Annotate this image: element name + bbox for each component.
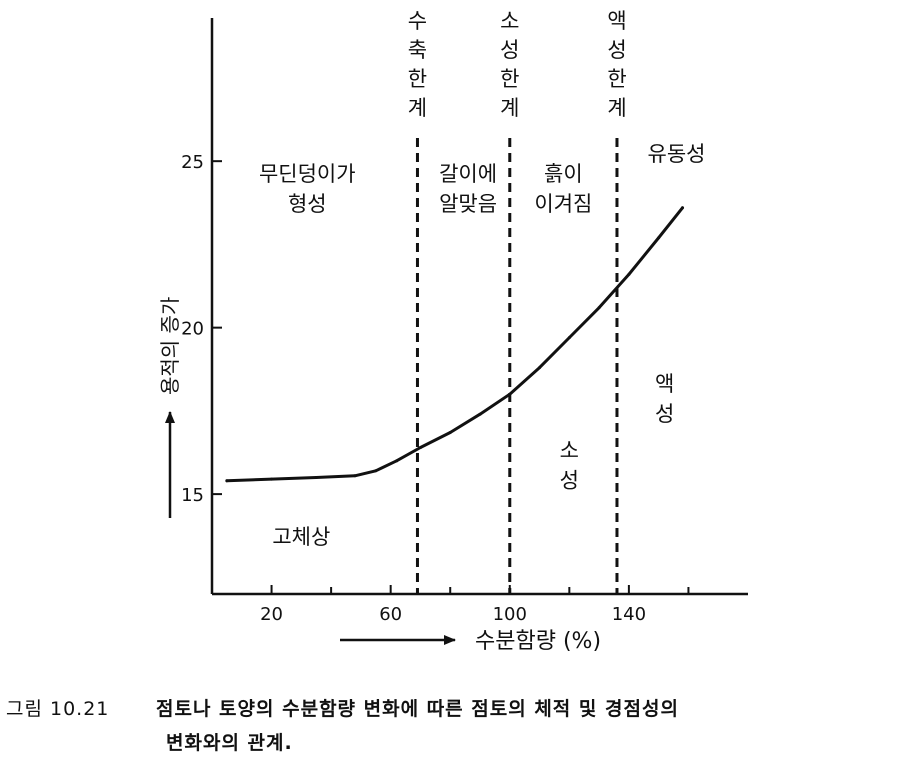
series-line bbox=[225, 206, 684, 483]
axes: 20 60 100 140 15 20 25 bbox=[181, 18, 748, 625]
data-point bbox=[657, 236, 661, 240]
data-point bbox=[418, 446, 422, 450]
series-layer bbox=[225, 206, 684, 483]
x-tick-label: 140 bbox=[612, 604, 646, 625]
x-tick-label: 20 bbox=[260, 604, 283, 625]
data-point bbox=[538, 366, 542, 370]
data-point bbox=[508, 392, 512, 396]
region-label: 유동성 bbox=[648, 142, 706, 166]
x-axis-title: 수분함량 (%) bbox=[475, 629, 601, 654]
region-label: 무딘덩이가 형성 bbox=[259, 162, 356, 216]
data-point bbox=[448, 431, 452, 435]
region-label: 고체상 bbox=[272, 525, 330, 549]
y-tick-label: 20 bbox=[181, 319, 204, 340]
data-point bbox=[567, 336, 571, 340]
y-tick-label: 25 bbox=[181, 152, 204, 173]
data-point bbox=[374, 469, 378, 473]
region-label: 갈이에 알맞음 bbox=[439, 162, 497, 216]
caption-line-2: 변화와의 관계. bbox=[166, 732, 293, 754]
x-tick-label: 100 bbox=[493, 604, 527, 625]
data-point bbox=[478, 412, 482, 416]
y-axis-title: 용적의 증가 bbox=[158, 297, 182, 395]
caption-text-1: 점토나 토양의 수분함량 변화에 따른 점토의 체적 및 경점성의 bbox=[156, 698, 679, 720]
data-point bbox=[314, 475, 318, 479]
data-point bbox=[270, 477, 274, 481]
data-point bbox=[395, 459, 399, 463]
y-tick-label: 15 bbox=[181, 485, 204, 506]
data-point bbox=[680, 206, 684, 210]
chart: 20 60 100 140 15 20 25 수 축 한 계 소 성 한 계 액 성 한 계 무딘덩이가 형성 갈이에… bbox=[158, 9, 748, 654]
figure-number: 그림 10.21 bbox=[6, 698, 110, 720]
x-tick-label: 60 bbox=[379, 604, 402, 625]
data-point bbox=[225, 479, 229, 483]
caption-line-1: 그림 10.21 점토나 토양의 수분함량 변화에 따른 점토의 체적 및 경점성… bbox=[6, 692, 896, 726]
data-point bbox=[353, 474, 357, 478]
figure-caption: 그림 10.21 점토나 토양의 수분함량 변화에 따른 점토의 체적 및 경점성… bbox=[6, 692, 896, 760]
region-label: 흙이 이겨짐 bbox=[534, 162, 592, 216]
data-point bbox=[627, 272, 631, 276]
axis-titles: 수분함량 (%) 용적의 증가 bbox=[158, 297, 601, 654]
data-point bbox=[597, 306, 601, 310]
limit-lines: 수 축 한 계 소 성 한 계 액 성 한 계 bbox=[408, 9, 627, 594]
